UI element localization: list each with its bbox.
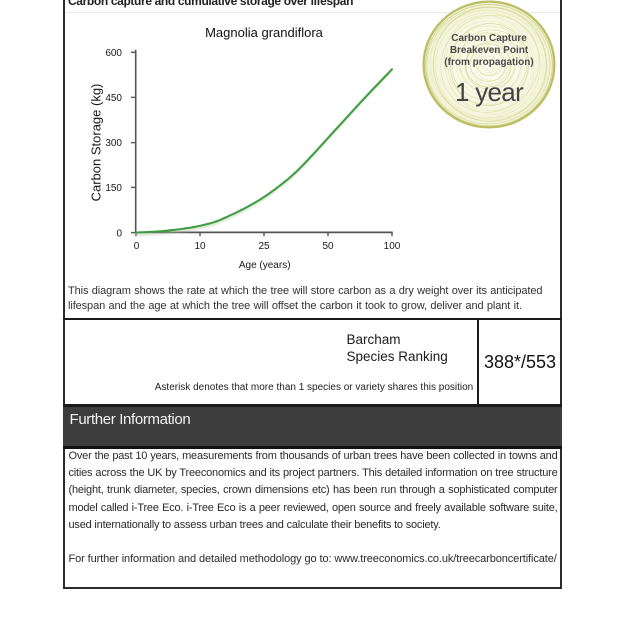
svg-text:0: 0	[116, 229, 122, 240]
svg-text:300: 300	[105, 138, 122, 149]
svg-text:600: 600	[105, 48, 122, 59]
svg-text:25: 25	[258, 241, 270, 252]
svg-text:(from propagation): (from propagation)	[444, 57, 533, 68]
svg-text:Carbon Capture: Carbon Capture	[451, 33, 527, 44]
svg-text:Breakeven Point: Breakeven Point	[450, 45, 529, 56]
svg-text:100: 100	[384, 241, 401, 252]
svg-text:0: 0	[134, 241, 140, 252]
svg-text:10: 10	[194, 241, 206, 252]
svg-text:150: 150	[105, 183, 122, 194]
svg-text:Magnolia grandiflora: Magnolia grandiflora	[205, 25, 324, 40]
svg-text:1 year: 1 year	[455, 77, 524, 107]
svg-text:Age (years): Age (years)	[239, 260, 291, 271]
svg-text:Carbon Storage (kg): Carbon Storage (kg)	[88, 84, 103, 202]
svg-text:450: 450	[105, 93, 122, 104]
svg-text:50: 50	[322, 241, 334, 252]
